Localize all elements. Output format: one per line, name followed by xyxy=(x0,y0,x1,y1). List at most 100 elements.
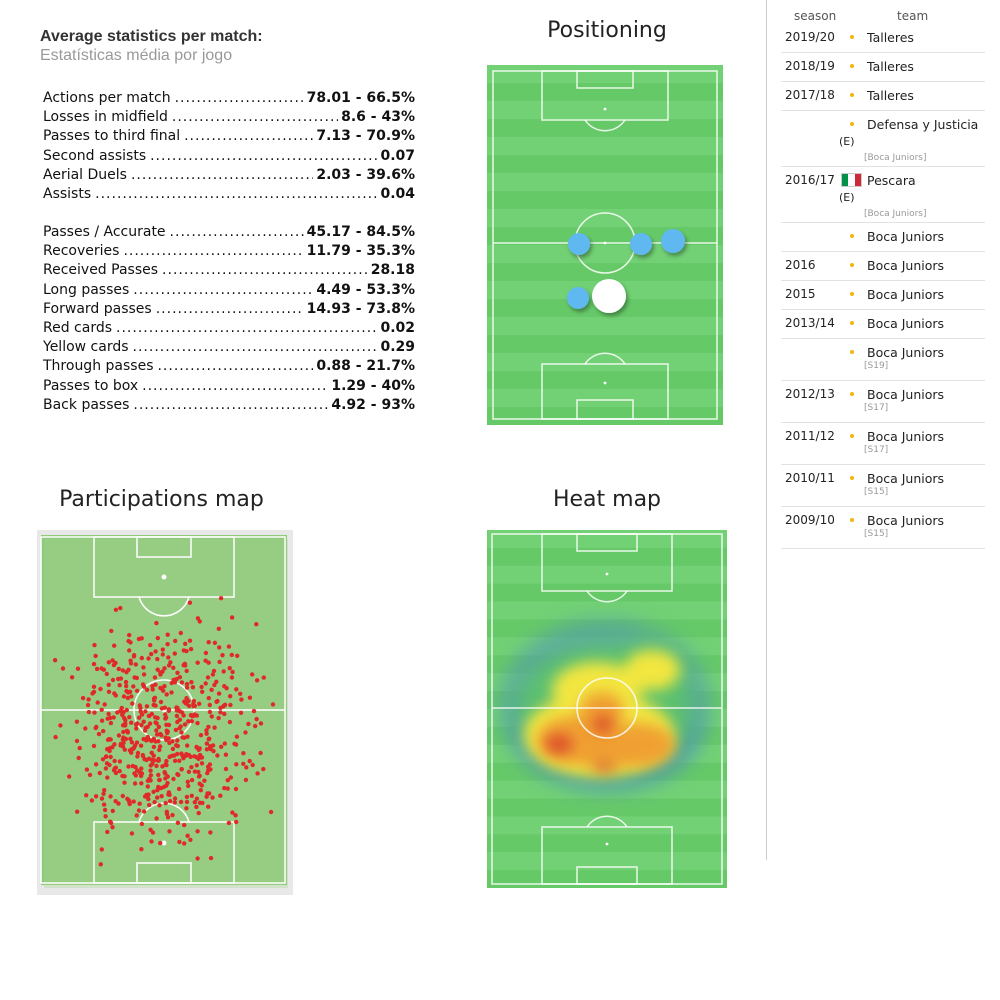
participation-dot xyxy=(179,680,185,685)
career-team-link[interactable]: Pescara xyxy=(867,173,916,188)
participation-dot xyxy=(182,722,188,727)
participation-dot xyxy=(207,745,213,751)
participation-dot xyxy=(196,756,201,761)
participation-dot xyxy=(184,681,190,687)
career-team-link[interactable]: Boca Juniors xyxy=(867,429,945,444)
participation-dot xyxy=(233,742,239,747)
participation-dot xyxy=(216,626,221,631)
career-season: 2016/17 xyxy=(785,173,835,187)
stat-value: 14.93 - 73.8% xyxy=(306,300,415,317)
career-team-link[interactable]: Talleres xyxy=(867,30,914,45)
career-team-link[interactable]: Boca Juniors xyxy=(867,316,945,331)
participation-dot xyxy=(154,816,159,821)
participation-dot xyxy=(250,762,255,768)
participation-dot xyxy=(169,753,175,758)
participation-dot xyxy=(150,830,156,835)
participation-dot xyxy=(144,757,149,763)
participation-dot xyxy=(229,615,235,620)
participation-dot xyxy=(152,675,158,680)
participation-dot xyxy=(195,829,200,834)
participation-dot xyxy=(251,708,257,714)
participation-dot xyxy=(222,711,227,717)
stat-leader-dots xyxy=(95,185,377,204)
participation-dot xyxy=(168,660,173,665)
career-team-link[interactable]: Talleres xyxy=(867,59,914,74)
participation-dot xyxy=(243,730,248,735)
career-team-link[interactable]: Boca Juniors xyxy=(867,471,945,486)
participation-dot xyxy=(226,644,232,649)
participation-dot xyxy=(149,750,154,755)
stat-label: Through passes xyxy=(43,358,154,375)
career-note: (E) xyxy=(839,191,855,204)
career-team-link[interactable]: Boca Juniors xyxy=(867,287,945,302)
participation-dot xyxy=(91,661,97,667)
participation-dot xyxy=(105,716,110,721)
career-row: 2009/10 Boca Juniors [S15] xyxy=(781,506,985,549)
participation-dot xyxy=(187,638,193,643)
participation-dot xyxy=(96,731,102,737)
career-row: 2017/18 Talleres xyxy=(781,81,985,111)
participation-dot xyxy=(116,801,121,806)
participation-dot xyxy=(127,632,132,638)
participation-dot xyxy=(184,806,189,811)
participation-dot xyxy=(110,808,116,814)
participation-dot xyxy=(110,825,115,830)
participation-dot xyxy=(196,769,201,775)
participation-dot xyxy=(203,650,209,656)
participation-dot xyxy=(143,709,148,714)
participation-dot xyxy=(129,740,135,745)
participation-dot xyxy=(203,681,208,686)
participation-dot xyxy=(149,839,154,844)
participation-dot xyxy=(177,726,182,731)
participation-dot xyxy=(233,786,239,792)
career-team-link[interactable]: Boca Juniors xyxy=(867,345,945,360)
participation-dot xyxy=(218,793,223,798)
participation-dot xyxy=(223,766,229,772)
participation-dot xyxy=(127,715,132,720)
participation-dot xyxy=(151,696,157,701)
participation-dot xyxy=(194,763,199,768)
participation-dot xyxy=(149,757,155,763)
career-team-link[interactable]: Talleres xyxy=(867,88,914,103)
participation-dot xyxy=(228,694,233,699)
participation-dot xyxy=(92,710,97,715)
participation-dot xyxy=(189,680,194,685)
participation-dot xyxy=(238,710,244,715)
career-team-link[interactable]: Boca Juniors xyxy=(867,229,945,244)
participation-dot xyxy=(177,675,183,680)
participation-dot xyxy=(53,734,58,740)
participation-dot xyxy=(189,719,195,724)
participation-dot xyxy=(141,719,146,724)
participation-dot xyxy=(194,804,199,810)
participation-dot xyxy=(135,750,141,756)
participation-dot xyxy=(144,704,150,709)
stat-leader-dots xyxy=(157,357,313,376)
stat-row: Actions per match 78.01 - 66.5% xyxy=(43,89,415,108)
participation-dot xyxy=(215,753,220,758)
participation-dot xyxy=(212,682,217,688)
participation-dot xyxy=(217,659,222,665)
participation-dot xyxy=(258,750,263,756)
participation-dot xyxy=(247,758,252,764)
participation-dot xyxy=(144,792,149,798)
participation-dot xyxy=(222,785,227,791)
participation-dot xyxy=(133,764,138,770)
career-team-link[interactable]: Boca Juniors xyxy=(867,387,945,402)
career-team-link[interactable]: Defensa y Justicia xyxy=(867,117,979,132)
participation-dot xyxy=(153,739,158,744)
participation-dot xyxy=(192,754,197,759)
participation-dot xyxy=(139,722,144,728)
stat-row: Assists 0.04 xyxy=(43,185,415,204)
participation-dot xyxy=(99,718,105,723)
participation-dot xyxy=(101,802,107,807)
participation-dot xyxy=(123,736,129,742)
stat-value: 8.6 - 43% xyxy=(341,109,415,126)
participation-dot xyxy=(155,656,160,662)
career-team-link[interactable]: Boca Juniors xyxy=(867,258,945,273)
participation-dot xyxy=(167,740,172,746)
participation-dot xyxy=(74,719,80,724)
participation-dot xyxy=(140,752,145,758)
participation-dot xyxy=(133,662,138,667)
career-team-link[interactable]: Boca Juniors xyxy=(867,513,945,528)
participation-dot xyxy=(89,798,95,803)
